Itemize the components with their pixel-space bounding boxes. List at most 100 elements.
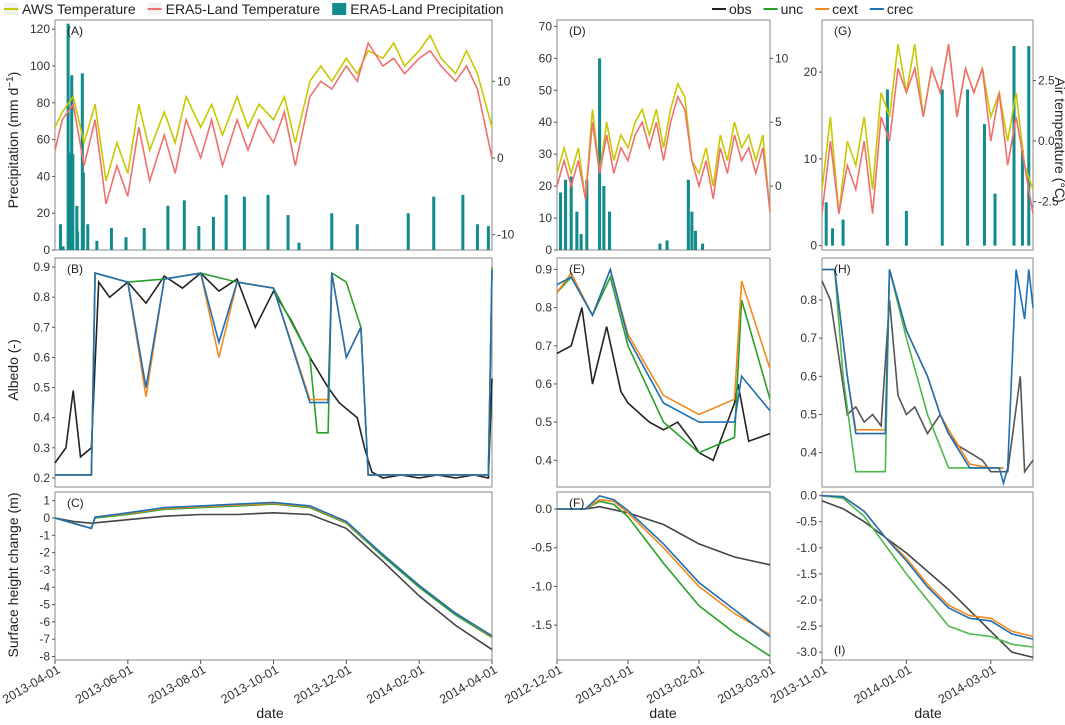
y-axis-title-precip: Precipitation (mm d−1) [5,72,21,209]
y-tick-label: 0.5 [800,407,817,421]
panel-label: (E) [569,262,585,276]
y-tick-label: 0 [810,239,817,253]
y-tick-label: -1.0 [531,579,552,593]
y-tick-label: 0.0 [535,502,552,516]
y2-tick-label: -10 [497,228,515,242]
panel-b: 0.2 0.3 0.4 0.5 0.6 0.7 0.8 0.9 (B) [33,257,493,488]
precip-bar [1012,46,1016,246]
panel-frame [54,257,493,488]
precip-bar [579,234,583,250]
y-tick-label: -3.0 [796,645,817,659]
y-tick-label: -0.5 [796,515,817,529]
x-axis-title-col1: date [256,705,283,721]
y-tick-label: -1.0 [796,541,817,555]
precip-bar [966,89,970,246]
y-tick-label: -8 [39,650,50,664]
x-axis-col1: 2013-04-01 2013-06-01 2013-08-01 2013-10-01… [0,660,500,707]
panel-frame [821,19,1034,251]
series-line-cext [557,498,771,636]
panel-label: (D) [569,24,586,38]
y-tick-label: 0.9 [535,262,552,276]
y-tick-label: 0.5 [535,415,552,429]
y2-tick-label: 0 [497,151,504,165]
series-line-crec [556,266,771,423]
series-line-obs [54,511,493,651]
y-tick-label: 1 [43,494,50,508]
precip-bar [71,154,75,250]
precip-bar [58,224,62,250]
precip-bar [330,213,334,250]
x-tick-label: 2012-12-01 [502,662,564,706]
panel-frame [821,257,1034,488]
y-tick-label: 20 [37,206,51,220]
panel-e: 0.4 0.5 0.6 0.7 0.8 0.9 (E) [535,257,771,488]
precip-bar [563,179,568,250]
y-tick-label: -1 [39,528,50,542]
y-tick-label: 0.4 [535,453,552,467]
y-axis-title-airtemp: Air temperature (°C) [1052,77,1065,202]
y-tick-label: -4 [39,580,50,594]
panel-frame [556,257,771,488]
y-tick-label: -2.0 [796,593,817,607]
series-line-crec [55,270,493,476]
y-tick-label: 0.3 [33,441,50,455]
precip-bar [297,242,301,250]
panel-label: (A) [67,24,83,38]
y-tick-label: 0.6 [33,350,50,364]
x-axis-col3: 2013-11-01 2014-01-01 2014-03-01 [768,660,998,707]
precip-bar [211,216,215,250]
y2-tick-label: 10 [775,51,789,65]
series-line-crec [557,495,771,638]
precip-bar [166,205,170,250]
x-tick-label: 2013-11-01 [768,662,830,706]
panel-a: 0 20 40 60 80 100 120 -10 0 10 (A) [30,19,515,257]
y-tick-label: 0.0 [800,489,817,503]
precip-bar [559,192,563,250]
precip-bar [80,73,84,250]
precip-title-close: ) [5,72,21,77]
y-tick-label: 0.5 [33,381,50,395]
panel-grid: 020406080100120-10010(A)0102030405060700… [0,19,1059,706]
x-tick-label: 2014-02-01 [364,662,426,706]
series-line-obs [556,307,771,462]
x-tick-label: 2013-12-01 [291,662,353,706]
precip-bar [598,58,602,251]
precip-bar [81,172,85,250]
precip-bar [602,186,606,250]
y-tick-label: 0.8 [33,290,50,304]
x-tick-label: 2013-03-01 [715,662,777,706]
panel-f: -1.5 -1.0 -0.5 0.0 (F) [531,491,771,661]
y-tick-label: -1.5 [796,567,817,581]
x-tick-label: 2013-01-01 [573,662,635,706]
precip-bar [701,243,705,250]
legend-label: AWS Temperature [22,1,136,17]
precip-bar [993,193,997,246]
legend-label-obs: obs [729,1,752,17]
precip-bar [824,202,828,246]
precip-bar [109,227,113,250]
y-tick-label: 30 [539,147,553,161]
y-tick-label: 0.4 [33,411,50,425]
y-tick-label: 80 [37,96,51,110]
x-tick-label: 2014-03-01 [936,662,998,706]
y-tick-label: 100 [30,59,50,73]
y-tick-label: -3 [39,563,50,577]
precip-bar [486,226,490,250]
aws-temperature-line [556,81,771,212]
precip-bar [266,194,270,250]
y2-tick-label: 5 [775,115,782,129]
precip-bar [1027,46,1031,246]
x-tick-label: 2014-04-01 [437,662,499,706]
y2-tick-label: -2.5 [1038,195,1059,209]
series-line-crec [822,268,1034,487]
x-tick-label: 2013-08-01 [146,662,208,706]
y-tick-label: 0.7 [535,339,552,353]
panel-label: (C) [67,496,84,510]
precip-bar [841,219,845,246]
y-axis-title-height: Surface height change (m) [5,493,21,658]
y2-tick-label: 2.5 [1038,74,1055,88]
series-line-crec [54,501,493,637]
y-tick-label: 60 [539,51,553,65]
y-tick-label: 10 [539,211,553,225]
precip-bar [1020,150,1024,246]
